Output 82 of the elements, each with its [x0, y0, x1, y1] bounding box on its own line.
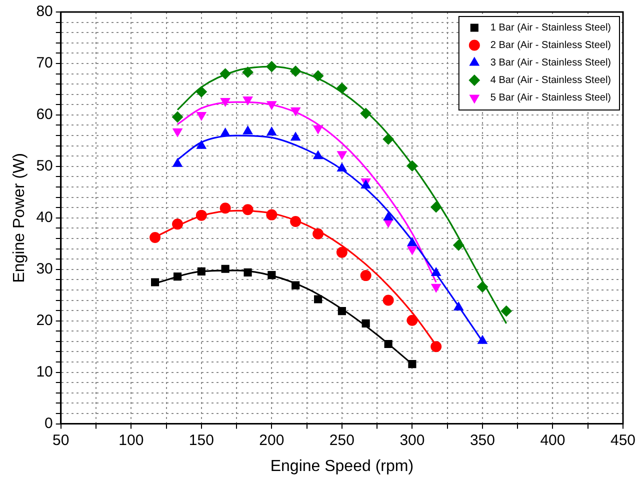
- y-tick-label: 30: [36, 260, 53, 278]
- point: [150, 232, 161, 243]
- x-tick-label: 50: [52, 432, 70, 449]
- point: [151, 278, 160, 286]
- y-tick-label: 40: [36, 209, 53, 226]
- point: [266, 61, 278, 72]
- point: [478, 335, 488, 344]
- y-tick-label: 0: [44, 414, 53, 432]
- legend-label: 1 Bar (Air - Stainless Steel): [490, 22, 612, 34]
- point: [242, 96, 253, 106]
- point: [362, 319, 370, 328]
- point: [220, 98, 230, 107]
- y-axis-title: Engine Power (W): [11, 152, 28, 283]
- point: [196, 210, 207, 221]
- point: [312, 228, 324, 240]
- point: [290, 107, 300, 116]
- point: [384, 340, 392, 348]
- point: [290, 132, 300, 141]
- point: [338, 307, 346, 316]
- point: [292, 281, 300, 290]
- point: [313, 150, 323, 160]
- point: [476, 281, 488, 292]
- point: [360, 108, 372, 119]
- point: [196, 112, 206, 120]
- point: [266, 209, 278, 220]
- point: [360, 270, 372, 282]
- point: [172, 218, 184, 230]
- point: [266, 101, 277, 110]
- x-tick-label: 400: [540, 432, 566, 449]
- y-tick-label: 50: [36, 158, 53, 175]
- legend-label: 5 Bar (Air - Stainless Steel): [490, 92, 612, 104]
- point: [430, 202, 442, 213]
- point: [244, 268, 252, 276]
- point: [220, 202, 231, 214]
- y-tick-label: 10: [36, 363, 53, 380]
- point: [220, 68, 231, 80]
- point: [406, 160, 418, 172]
- point: [453, 240, 464, 251]
- x-axis-title: Engine Speed (rpm): [270, 458, 414, 475]
- point: [500, 306, 512, 317]
- point: [172, 112, 184, 123]
- point: [454, 302, 464, 310]
- point: [337, 151, 347, 160]
- point: [268, 271, 276, 280]
- point: [431, 267, 441, 276]
- x-tick-label: 450: [610, 432, 636, 449]
- y-tick-label: 70: [36, 54, 53, 72]
- point: [431, 284, 441, 292]
- x-tick-label: 150: [188, 432, 214, 449]
- point: [242, 204, 254, 216]
- legend-label: 2 Bar (Air - Stainless Steel): [490, 40, 612, 51]
- point: [407, 246, 418, 255]
- point: [172, 128, 182, 137]
- point: [382, 134, 394, 145]
- point: [314, 295, 322, 304]
- y-tick-label: 80: [36, 3, 53, 20]
- x-tick-label: 350: [470, 432, 495, 449]
- point: [312, 70, 324, 82]
- y-tick-label: 20: [36, 312, 53, 329]
- point: [383, 212, 394, 220]
- x-tick-label: 200: [259, 432, 284, 449]
- point: [173, 272, 182, 281]
- x-tick-label: 100: [118, 432, 144, 449]
- point: [197, 267, 206, 276]
- point: [407, 238, 418, 246]
- point: [290, 66, 302, 77]
- point: [290, 216, 302, 228]
- point: [430, 341, 442, 352]
- point: [221, 264, 230, 273]
- x-tick-label: 250: [329, 432, 354, 449]
- point: [313, 125, 323, 134]
- point: [336, 82, 348, 94]
- point: [196, 86, 207, 98]
- point: [242, 66, 254, 78]
- point: [408, 360, 416, 368]
- point: [406, 314, 418, 326]
- point: [336, 246, 348, 258]
- legend-label: 4 Bar (Air - Stainless Steel): [490, 75, 612, 86]
- y-tick-label: 60: [36, 106, 53, 124]
- legend-label: 3 Bar (Air - Stainless Steel): [490, 58, 612, 68]
- point: [382, 294, 394, 306]
- x-tick-label: 300: [400, 432, 425, 449]
